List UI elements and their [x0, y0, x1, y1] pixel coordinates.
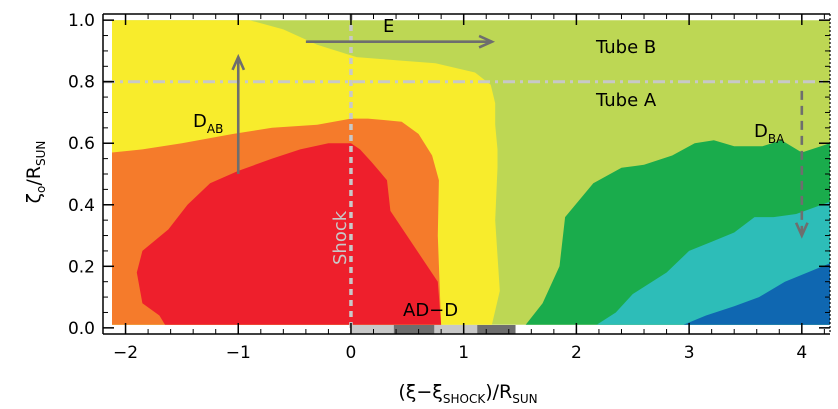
tube-a-label: Tube A [595, 90, 657, 111]
x-tick-label: −1 [226, 343, 251, 363]
axis-ticks: −2 −1 0 1 2 3 4 0.0 0.2 0.4 0.6 0.8 1.0 [68, 11, 830, 363]
x-axis-label-tail: )/R [485, 381, 512, 403]
contour-region-6 [683, 263, 830, 325]
y-tick-label: 0.8 [68, 73, 95, 93]
x-tick-label: 4 [796, 343, 807, 363]
tube-b-label: Tube B [595, 37, 656, 58]
chart-overlays [103, 14, 830, 334]
y-tick-label: 0.0 [68, 319, 95, 339]
dba-label: DBA [754, 121, 785, 146]
ad-bar-segment-0 [350, 325, 394, 334]
y-tick-label: 1.0 [68, 11, 95, 31]
y-axis-label: ζo/RSUN [23, 141, 48, 204]
dab-arrow-head [231, 53, 246, 71]
dba-main: D [754, 121, 768, 142]
x-tick-label: 2 [571, 343, 582, 363]
dba-sub: BA [768, 132, 785, 146]
y-axis-label-sub2: SUN [34, 141, 48, 166]
x-axis-label-main: (ξ−ξ [398, 381, 443, 403]
y-axis-label-main: ζ [23, 193, 45, 203]
dab-sub: AB [207, 122, 223, 136]
x-tick-label: 1 [458, 343, 469, 363]
y-tick-label: 0.4 [68, 196, 95, 216]
x-tick-label: 3 [684, 343, 695, 363]
ad-bar-segment-1 [393, 325, 435, 334]
y-tick-label: 0.6 [68, 134, 95, 154]
y-tick-label: 0.2 [68, 257, 95, 277]
x-tick-label: −2 [113, 343, 138, 363]
contour-region-3 [136, 143, 442, 325]
ad-bar-segment-3 [477, 325, 516, 334]
y-axis-label-tail: /R [23, 166, 45, 186]
y-axis-label-sub: o [34, 186, 48, 193]
x-axis-label-sub: SHOCK [443, 392, 486, 406]
dab-label: DAB [193, 111, 223, 136]
shock-label: Shock [330, 210, 351, 265]
x-axis-label-sub2: SUN [512, 392, 537, 406]
e-arrow-head [478, 34, 496, 49]
contour-regions [112, 20, 830, 325]
dba-arrow-head [794, 222, 809, 239]
ad-bar-segment-2 [434, 325, 478, 334]
x-axis-label: (ξ−ξSHOCK)/RSUN [398, 381, 537, 406]
x-tick-label: 0 [346, 343, 357, 363]
dab-main: D [193, 111, 207, 132]
e-label: E [383, 16, 394, 37]
adid-label: AD−D [403, 300, 458, 321]
